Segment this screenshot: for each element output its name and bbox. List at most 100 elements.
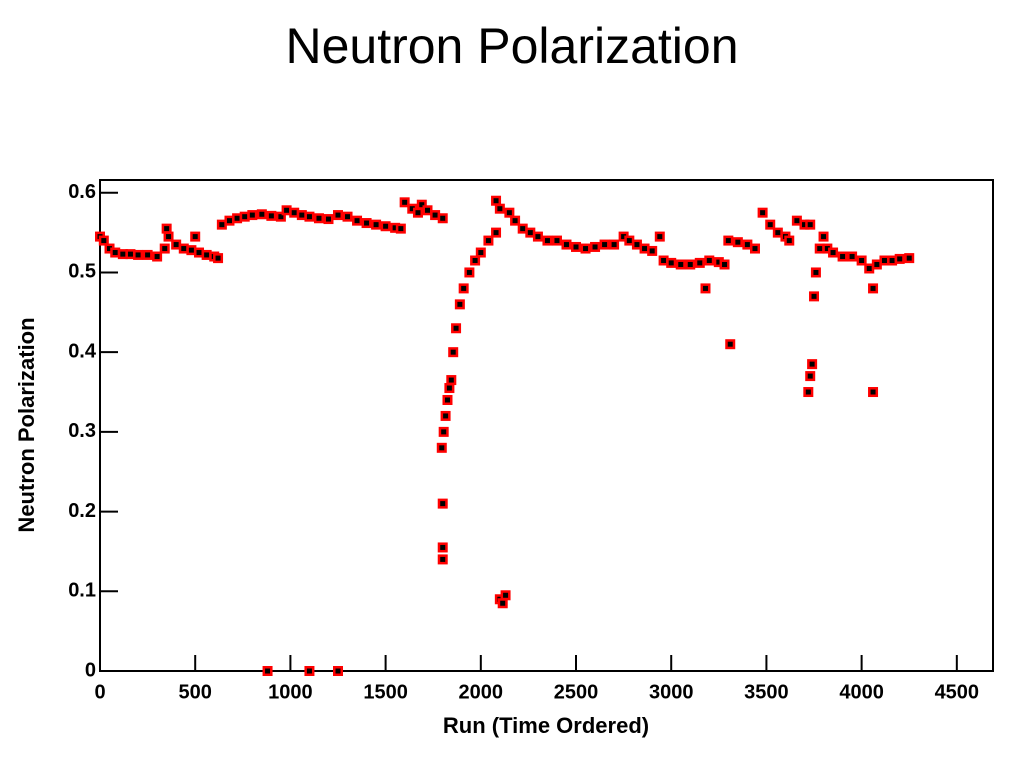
marker bbox=[821, 234, 827, 240]
point bbox=[436, 442, 447, 453]
point bbox=[799, 219, 810, 230]
point bbox=[822, 243, 833, 254]
point bbox=[110, 247, 121, 258]
marker bbox=[830, 250, 836, 256]
point bbox=[772, 227, 783, 238]
point bbox=[868, 283, 879, 294]
y-tick-label: 0.1 bbox=[68, 580, 96, 602]
marker bbox=[364, 220, 370, 226]
x-tick-label: 3500 bbox=[744, 681, 789, 703]
point bbox=[437, 498, 448, 509]
x-tick-label: 2000 bbox=[459, 681, 504, 703]
marker bbox=[453, 325, 459, 331]
point bbox=[497, 598, 508, 609]
point bbox=[837, 251, 848, 262]
marker bbox=[166, 234, 172, 240]
marker bbox=[870, 389, 876, 395]
point bbox=[438, 426, 449, 437]
point bbox=[190, 231, 201, 242]
point bbox=[685, 259, 696, 270]
marker bbox=[744, 242, 750, 248]
point bbox=[412, 207, 423, 218]
x-axis-label: Run (Time Ordered) bbox=[443, 713, 649, 738]
point bbox=[639, 243, 650, 254]
y-tick-label: 0.3 bbox=[68, 420, 96, 442]
marker bbox=[448, 377, 454, 383]
point bbox=[749, 243, 760, 254]
point bbox=[510, 215, 521, 226]
point bbox=[275, 211, 286, 222]
marker bbox=[242, 214, 248, 220]
marker bbox=[634, 242, 640, 248]
marker bbox=[786, 238, 792, 244]
point bbox=[494, 203, 505, 214]
point bbox=[532, 231, 543, 242]
marker bbox=[801, 222, 807, 228]
point bbox=[542, 235, 553, 246]
point bbox=[323, 214, 334, 225]
point bbox=[732, 237, 743, 248]
marker bbox=[874, 261, 880, 267]
point bbox=[504, 207, 515, 218]
point bbox=[807, 359, 818, 370]
marker bbox=[840, 254, 846, 260]
point bbox=[289, 207, 300, 218]
marker bbox=[335, 668, 341, 674]
marker bbox=[440, 544, 446, 550]
marker bbox=[325, 216, 331, 222]
x-tick-label: 3000 bbox=[649, 681, 694, 703]
marker bbox=[478, 250, 484, 256]
marker bbox=[446, 385, 452, 391]
point bbox=[847, 251, 858, 262]
point bbox=[281, 205, 292, 216]
point bbox=[719, 259, 730, 270]
marker bbox=[849, 254, 855, 260]
point bbox=[879, 255, 890, 266]
point bbox=[483, 235, 494, 246]
marker bbox=[809, 361, 815, 367]
marker bbox=[661, 258, 667, 264]
point bbox=[304, 211, 315, 222]
marker bbox=[503, 592, 509, 598]
point bbox=[658, 255, 669, 266]
y-axis-label: Neutron Polarization bbox=[14, 317, 39, 532]
marker bbox=[794, 218, 800, 224]
x-tick-label: 0 bbox=[94, 681, 105, 703]
marker bbox=[760, 210, 766, 216]
point bbox=[247, 210, 258, 221]
point bbox=[647, 245, 658, 256]
point bbox=[814, 243, 825, 254]
point bbox=[784, 235, 795, 246]
point bbox=[430, 210, 441, 221]
point bbox=[765, 219, 776, 230]
point bbox=[98, 235, 109, 246]
marker bbox=[527, 230, 533, 236]
marker bbox=[450, 349, 456, 355]
point bbox=[791, 215, 802, 226]
marker bbox=[678, 261, 684, 267]
marker bbox=[824, 246, 830, 252]
point bbox=[380, 221, 391, 232]
marker bbox=[265, 668, 271, 674]
point bbox=[163, 231, 174, 242]
point bbox=[371, 219, 382, 230]
point bbox=[451, 323, 462, 334]
marker bbox=[881, 258, 887, 264]
point bbox=[117, 249, 128, 260]
point bbox=[194, 247, 205, 258]
point bbox=[448, 347, 459, 358]
marker bbox=[649, 248, 655, 254]
y-tick-label: 0.6 bbox=[68, 181, 96, 203]
marker bbox=[485, 238, 491, 244]
marker bbox=[234, 215, 240, 221]
marker bbox=[697, 260, 703, 266]
marker bbox=[440, 501, 446, 507]
marker bbox=[259, 211, 265, 217]
marker bbox=[112, 250, 118, 256]
marker bbox=[335, 212, 341, 218]
marker bbox=[752, 246, 758, 252]
point bbox=[590, 241, 601, 252]
point bbox=[266, 210, 277, 221]
point bbox=[313, 213, 324, 224]
point bbox=[458, 283, 469, 294]
